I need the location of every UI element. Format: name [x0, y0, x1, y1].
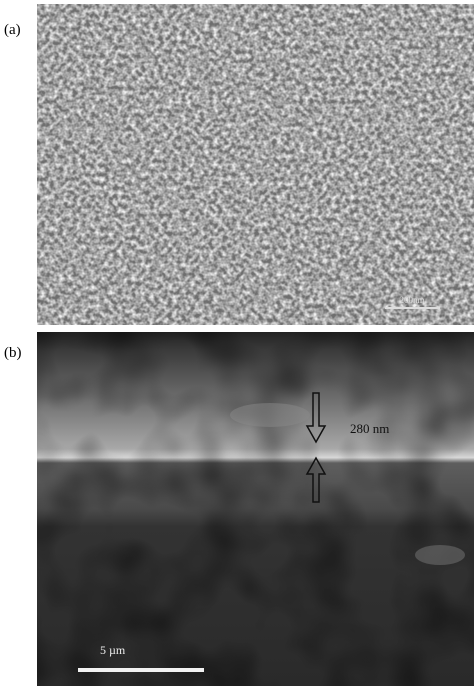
scale-bar-label: 200nm	[399, 295, 424, 305]
thickness-label: 280 nm	[350, 421, 389, 436]
scale-bar-label: 5 µm	[100, 643, 126, 657]
panel-label: (a)	[4, 22, 21, 38]
sem-image-cross-section: 280 nm 5 µm	[37, 332, 474, 686]
panel-label: (b)	[4, 345, 22, 361]
sem-image-top: 200nm	[37, 4, 474, 325]
